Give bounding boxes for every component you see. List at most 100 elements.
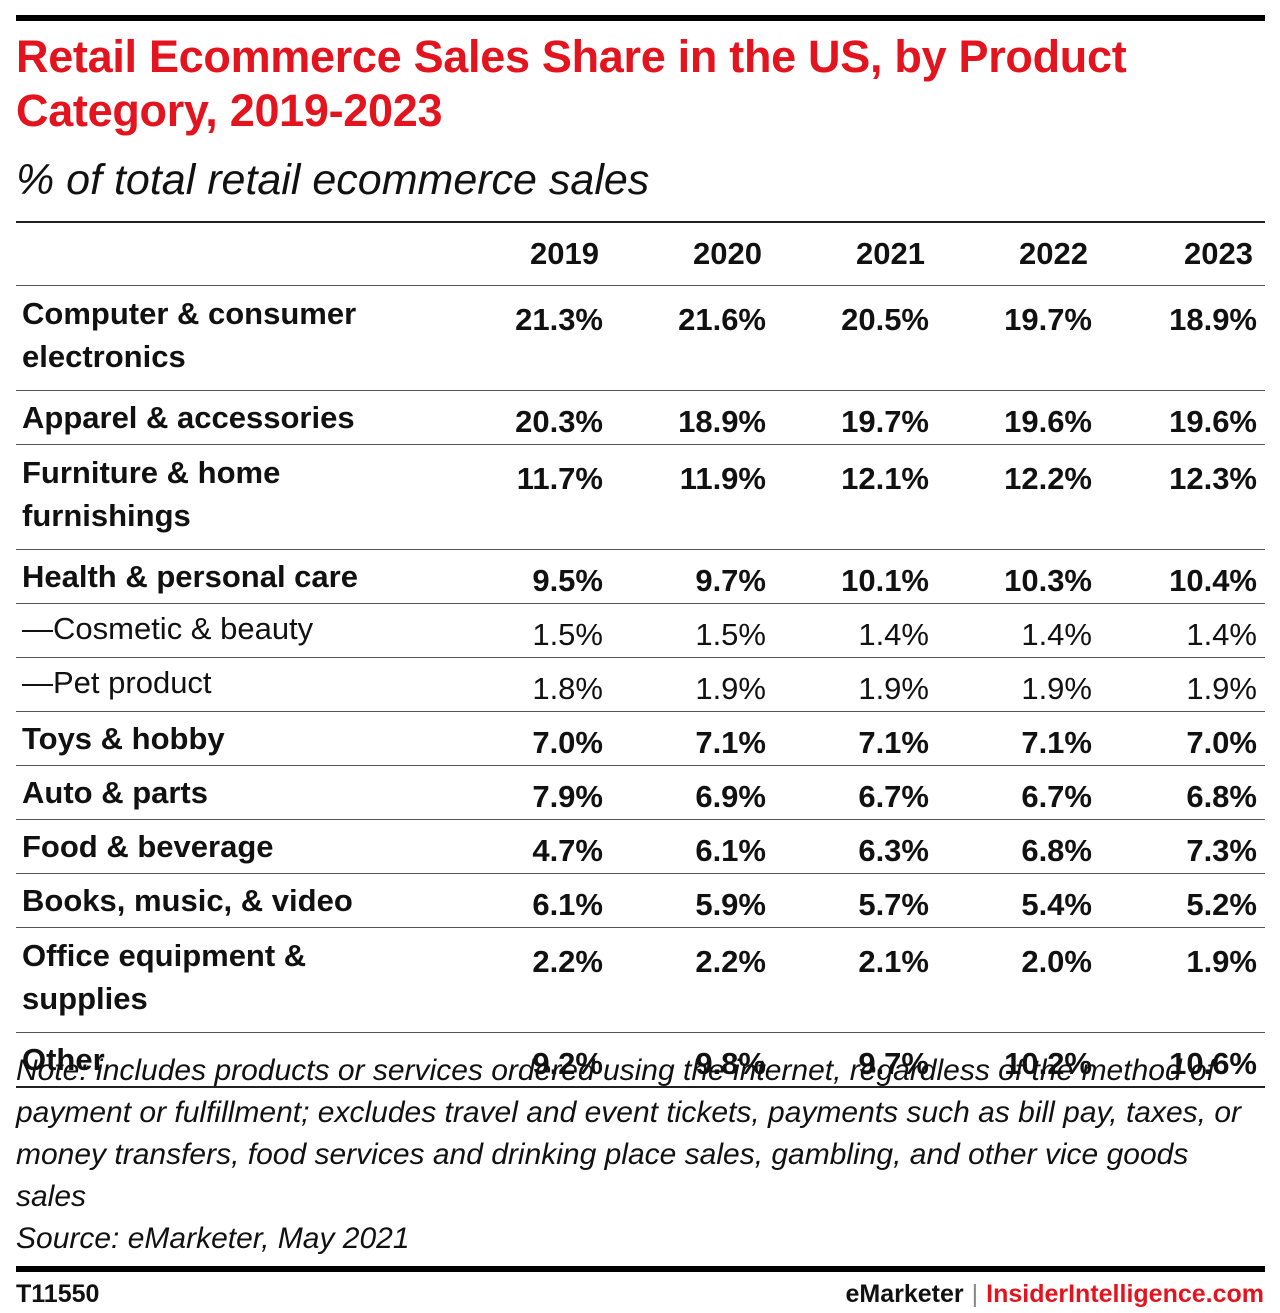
header-year: 2022	[937, 223, 1100, 286]
top-rule	[16, 15, 1265, 21]
row-label: Food & beverage	[16, 819, 448, 874]
row-label: Books, music, & video	[16, 873, 448, 928]
row-label: —Pet product	[16, 657, 448, 712]
cell-value: 4.7%	[448, 819, 611, 874]
cell-value: 19.6%	[1100, 390, 1265, 445]
cell-value: 19.6%	[937, 390, 1100, 445]
header-row: 2019 2020 2021 2022 2023	[16, 223, 1265, 286]
cell-value: 6.9%	[611, 765, 774, 820]
row-label: —Cosmetic & beauty	[16, 603, 448, 658]
chart-subtitle: % of total retail ecommerce sales	[16, 156, 650, 204]
cell-value: 20.3%	[448, 390, 611, 445]
cell-value: 2.2%	[611, 927, 774, 1033]
cell-value: 6.3%	[774, 819, 937, 874]
table-row: Other 9.2% 9.8% 9.7% 10.2% 10.6%	[16, 1032, 1265, 1088]
cell-value: 1.9%	[774, 657, 937, 712]
header-category	[16, 223, 448, 286]
row-label: Auto & parts	[16, 765, 448, 820]
table-row: Toys & hobby 7.0% 7.1% 7.1% 7.1% 7.0%	[16, 711, 1265, 766]
table-row: Apparel & accessories 20.3% 18.9% 19.7% 19.6…	[16, 390, 1265, 445]
source-text: Source: eMarketer, May 2021	[16, 1222, 410, 1255]
cell-value: 1.9%	[937, 657, 1100, 712]
cell-value: 12.3%	[1100, 444, 1265, 550]
cell-value: 10.3%	[937, 549, 1100, 604]
cell-value: 5.7%	[774, 873, 937, 928]
cell-value: 7.0%	[1100, 711, 1265, 766]
cell-value: 1.4%	[774, 603, 937, 658]
cell-value: 21.6%	[611, 285, 774, 391]
header-year: 2020	[611, 223, 774, 286]
cell-value: 7.9%	[448, 765, 611, 820]
cell-value: 5.2%	[1100, 873, 1265, 928]
row-label: Apparel & accessories	[16, 390, 448, 445]
cell-value: 1.9%	[611, 657, 774, 712]
header-year: 2019	[448, 223, 611, 286]
cell-value: 11.7%	[448, 444, 611, 550]
cell-value: 21.3%	[448, 285, 611, 391]
cell-value: 9.7%	[611, 549, 774, 604]
row-label: Other	[16, 1032, 448, 1088]
cell-value: 2.1%	[774, 927, 937, 1033]
brand-separator: |	[971, 1280, 979, 1308]
cell-value: 11.9%	[611, 444, 774, 550]
cell-value: 1.4%	[937, 603, 1100, 658]
cell-value: 9.8%	[611, 1032, 774, 1088]
cell-value: 1.5%	[448, 603, 611, 658]
chart-title: Retail Ecommerce Sales Share in the US, …	[16, 31, 1127, 136]
cell-value: 1.9%	[1100, 927, 1265, 1033]
cell-value: 7.0%	[448, 711, 611, 766]
cell-value: 5.9%	[611, 873, 774, 928]
cell-value: 9.7%	[774, 1032, 937, 1088]
chart-note: Note: includes products or services orde…	[16, 1050, 1266, 1260]
table-row: Auto & parts 7.9% 6.9% 6.7% 6.7% 6.8%	[16, 765, 1265, 820]
cell-value: 6.8%	[937, 819, 1100, 874]
cell-value: 10.2%	[937, 1032, 1100, 1088]
cell-value: 2.0%	[937, 927, 1100, 1033]
table-row: Computer & consumer electronics 21.3% 21.6…	[16, 285, 1265, 391]
cell-value: 12.2%	[937, 444, 1100, 550]
cell-value: 6.7%	[937, 765, 1100, 820]
cell-value: 12.1%	[774, 444, 937, 550]
header-year: 2023	[1100, 223, 1265, 286]
cell-value: 19.7%	[937, 285, 1100, 391]
row-label: Office equipment & supplies	[16, 927, 448, 1033]
row-label: Toys & hobby	[16, 711, 448, 766]
footer-brand: eMarketer | InsiderIntelligence.com	[846, 1280, 1265, 1309]
note-text: Note: includes products or services orde…	[16, 1054, 1242, 1213]
brand-insider-intelligence: InsiderIntelligence.com	[986, 1280, 1264, 1308]
cell-value: 10.1%	[774, 549, 937, 604]
cell-value: 5.4%	[937, 873, 1100, 928]
cell-value: 9.5%	[448, 549, 611, 604]
table-body: Computer & consumer electronics 21.3% 21.6…	[16, 285, 1265, 1088]
cell-value: 6.8%	[1100, 765, 1265, 820]
table-row: Office equipment & supplies 2.2% 2.2% 2.1% 2…	[16, 927, 1265, 1033]
cell-value: 7.3%	[1100, 819, 1265, 874]
table-row: —Cosmetic & beauty 1.5% 1.5% 1.4% 1.4% 1.4%	[16, 603, 1265, 658]
table-row: —Pet product 1.8% 1.9% 1.9% 1.9% 1.9%	[16, 657, 1265, 712]
table-row: Food & beverage 4.7% 6.1% 6.3% 6.8% 7.3%	[16, 819, 1265, 874]
cell-value: 2.2%	[448, 927, 611, 1033]
cell-value: 18.9%	[611, 390, 774, 445]
cell-value: 1.4%	[1100, 603, 1265, 658]
cell-value: 19.7%	[774, 390, 937, 445]
cell-value: 10.4%	[1100, 549, 1265, 604]
row-label: Furniture & home furnishings	[16, 444, 448, 550]
cell-value: 9.2%	[448, 1032, 611, 1088]
cell-value: 10.6%	[1100, 1032, 1265, 1088]
cell-value: 7.1%	[937, 711, 1100, 766]
table-row: Health & personal care 9.5% 9.7% 10.1% 10.3%…	[16, 549, 1265, 604]
cell-value: 1.5%	[611, 603, 774, 658]
header-year: 2021	[774, 223, 937, 286]
table-row: Furniture & home furnishings 11.7% 11.9% 12…	[16, 444, 1265, 550]
cell-value: 6.7%	[774, 765, 937, 820]
cell-value: 6.1%	[611, 819, 774, 874]
row-label: Computer & consumer electronics	[16, 285, 448, 391]
header-rule	[16, 221, 1265, 223]
cell-value: 6.1%	[448, 873, 611, 928]
table-row: Books, music, & video 6.1% 5.9% 5.7% 5.4% 5.2…	[16, 873, 1265, 928]
cell-value: 20.5%	[774, 285, 937, 391]
cell-value: 1.9%	[1100, 657, 1265, 712]
cell-value: 7.1%	[611, 711, 774, 766]
bottom-rule	[16, 1266, 1265, 1272]
chart-id: T11550	[16, 1280, 100, 1308]
